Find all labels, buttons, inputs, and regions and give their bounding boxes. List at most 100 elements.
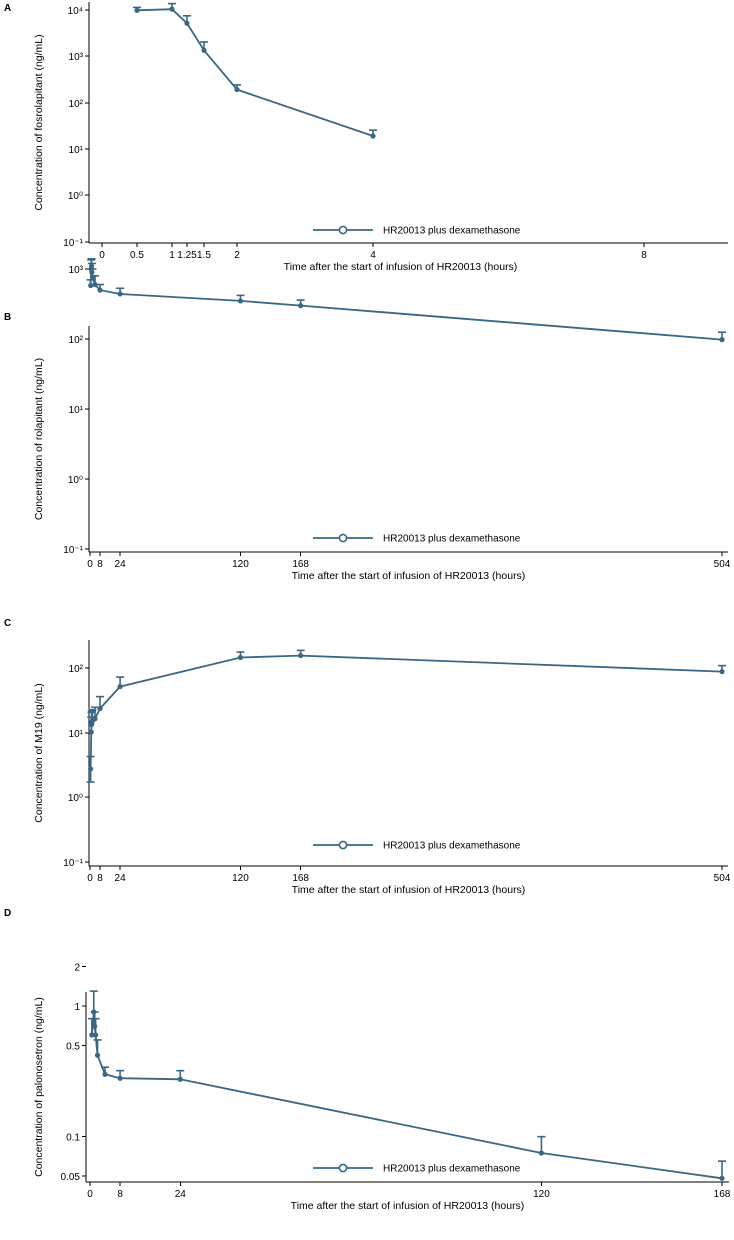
y-tick-label: 10⁰	[68, 793, 83, 804]
data-point	[298, 303, 304, 309]
y-tick-label: 10³	[69, 265, 84, 276]
x-tick-label: 8	[97, 873, 103, 884]
y-axis-title: Concentration of rolapitant (ng/mL)	[33, 358, 45, 520]
data-point	[102, 1071, 108, 1077]
data-point	[97, 705, 103, 712]
x-tick-label: 0	[87, 873, 93, 884]
series-line	[136, 8, 374, 137]
data-point	[92, 281, 98, 288]
y-tick-label: 10⁴	[68, 6, 83, 17]
data-point	[237, 298, 244, 304]
data-point	[184, 20, 190, 26]
panel-letter: C	[4, 618, 11, 629]
x-tick-label: 0.5	[130, 250, 144, 261]
legend: HR20013 plus dexamethasone	[313, 841, 521, 852]
data-point	[89, 275, 96, 281]
y-ticks: 10⁻¹ 10⁰ 10¹ 10² 10³	[63, 265, 89, 556]
data-point	[97, 287, 103, 293]
data-point	[94, 1052, 101, 1058]
legend-marker	[338, 840, 348, 850]
x-ticks: 0 8 24 120 168 504	[87, 866, 731, 884]
y-tick-label: 10²	[69, 335, 84, 346]
data-point	[169, 6, 175, 12]
data-point	[117, 683, 123, 690]
data-point	[201, 47, 207, 53]
x-axis-title: Time after the start of infusion of HR20…	[291, 1200, 525, 1212]
panel-b: B 10⁻¹ 10⁰ 10¹ 10² 10³ 0 8 24 120 168 504 Time after…	[4, 257, 731, 582]
series	[133, 2, 377, 139]
y-tick-label: 10¹	[69, 405, 84, 416]
y-tick-label: 10²	[69, 664, 84, 675]
data-point	[134, 7, 140, 13]
legend-label: HR20013 plus dexamethasone	[383, 841, 521, 852]
series	[86, 257, 726, 343]
data-point	[719, 1175, 725, 1181]
x-axis-title: Time after the start of infusion of HR20…	[284, 261, 518, 273]
legend-label: HR20013 plus dexamethasone	[383, 1164, 521, 1175]
legend-marker	[338, 1163, 348, 1173]
x-tick-label: 1.25	[177, 250, 197, 261]
x-tick-label: 24	[115, 559, 127, 570]
data-point	[88, 282, 94, 289]
panel-letter: A	[4, 3, 11, 14]
y-tick-label: 0.1	[66, 1133, 80, 1144]
x-tick-label: 1.5	[197, 250, 211, 261]
legend-marker	[338, 533, 348, 543]
x-tick-label: 8	[117, 1189, 123, 1200]
data-point	[89, 1032, 95, 1038]
x-tick-label: 0	[99, 250, 105, 261]
y-tick-label: 1	[74, 1002, 80, 1013]
series	[87, 990, 726, 1181]
data-point	[91, 1009, 97, 1015]
data-point	[538, 1150, 545, 1156]
x-tick-label: 24	[175, 1189, 187, 1200]
legend: HR20013 plus dexamethasone	[313, 226, 521, 237]
series-line	[89, 654, 723, 770]
x-axis-title: Time after the start of infusion of HR20…	[292, 570, 526, 582]
x-tick-label: 120	[232, 873, 249, 884]
x-tick-label: 24	[115, 873, 127, 884]
x-axis-title: Time after the start of infusion of HR20…	[292, 884, 526, 896]
data-point	[92, 1023, 98, 1029]
y-ticks: 10⁻¹ 10⁰ 10¹ 10² 10³ 10⁴	[63, 6, 89, 249]
x-tick-label: 120	[533, 1189, 550, 1200]
legend-marker	[338, 225, 348, 235]
y-tick-label: 10⁰	[68, 191, 83, 202]
x-tick-label: 504	[714, 559, 731, 570]
x-tick-label: 8	[641, 250, 647, 261]
panel-letter: D	[4, 908, 11, 919]
data-point	[719, 668, 725, 675]
x-tick-label: 4	[370, 250, 376, 261]
data-point	[88, 263, 95, 269]
y-ticks: 0.05 0.1 0.5 1 2	[61, 963, 86, 1183]
x-tick-label: 168	[292, 873, 309, 884]
x-ticks: 0 0.5 1 1.25 1.5 2 4 8	[99, 243, 647, 261]
series	[86, 649, 726, 783]
y-ticks: 10⁻¹ 10⁰ 10¹ 10²	[63, 664, 89, 869]
data-point	[89, 269, 95, 275]
panel-letter: B	[4, 312, 11, 323]
y-tick-label: 2	[74, 963, 80, 974]
x-tick-label: 120	[232, 559, 249, 570]
y-tick-label: 10³	[69, 52, 84, 63]
panel-c: C 10⁻¹ 10⁰ 10¹ 10² 0 8 24 120 168 504 Time after th…	[4, 618, 731, 896]
x-tick-label: 168	[714, 1189, 731, 1200]
y-tick-label: 10⁻¹	[63, 858, 83, 869]
legend-label: HR20013 plus dexamethasone	[383, 226, 521, 237]
data-point	[370, 133, 376, 139]
panel-a: A 10⁻¹ 10⁰ 10¹ 10² 10³ 10⁴ 0 0.5 1 1.25 1.5 2 4 8 Time …	[4, 2, 728, 273]
y-tick-label: 10¹	[69, 145, 84, 156]
series-line	[89, 266, 723, 341]
data-point	[117, 1075, 123, 1081]
data-point	[88, 766, 94, 772]
x-ticks: 0 8 24 120 168 504	[87, 552, 731, 570]
y-tick-label: 0.5	[66, 1041, 80, 1052]
y-tick-label: 0.05	[61, 1172, 81, 1183]
data-point	[93, 1032, 99, 1038]
x-tick-label: 168	[292, 559, 309, 570]
x-tick-label: 0	[87, 1189, 93, 1200]
x-tick-label: 8	[97, 559, 103, 570]
